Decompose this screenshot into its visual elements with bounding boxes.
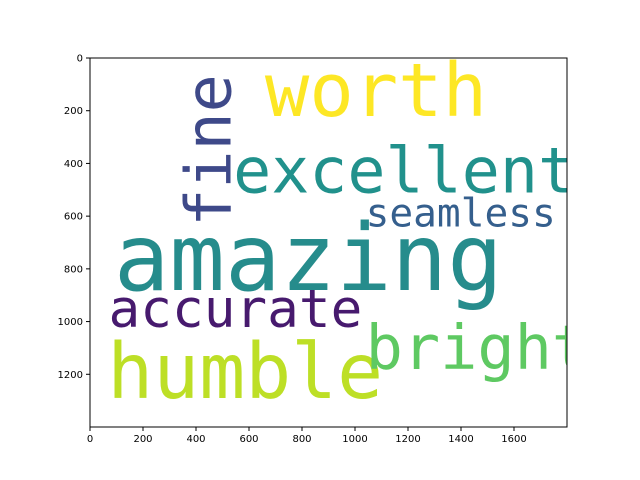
y-axis: 0 200 400 600 800 1000 1200	[58, 54, 90, 381]
x-tick-label: 1600	[501, 434, 526, 445]
y-tick-label: 400	[64, 159, 83, 170]
x-tick-label: 800	[292, 434, 311, 445]
word-amazing: amazing	[114, 204, 503, 312]
x-tick-label: 200	[133, 434, 152, 445]
word-accurate: accurate	[109, 279, 363, 340]
axes-background	[90, 58, 567, 427]
word-worth: worth	[265, 48, 487, 134]
word-bright: bright	[366, 312, 590, 384]
word-excellent: excellent	[233, 133, 576, 207]
x-tick-label: 600	[239, 434, 258, 445]
y-tick-label: 0	[77, 54, 83, 65]
word-humble: humble	[107, 328, 383, 417]
y-tick-label: 1000	[58, 317, 83, 328]
axes-frame	[89, 57, 568, 428]
x-tick-label: 400	[186, 434, 205, 445]
x-tick-label: 1000	[342, 434, 367, 445]
y-tick-label: 600	[64, 212, 83, 223]
y-tick-label: 800	[64, 264, 83, 275]
x-axis: 0 200 400 600 800 1000 1200 1400 1600	[87, 427, 527, 445]
word-seamless: seamless	[366, 191, 556, 237]
y-tick-label: 200	[64, 106, 83, 117]
x-tick-label: 1400	[448, 434, 473, 445]
x-tick-label: 1200	[395, 434, 420, 445]
word-fine: fine	[171, 74, 245, 226]
x-tick-label: 0	[87, 434, 93, 445]
y-tick-label: 1200	[58, 370, 83, 381]
